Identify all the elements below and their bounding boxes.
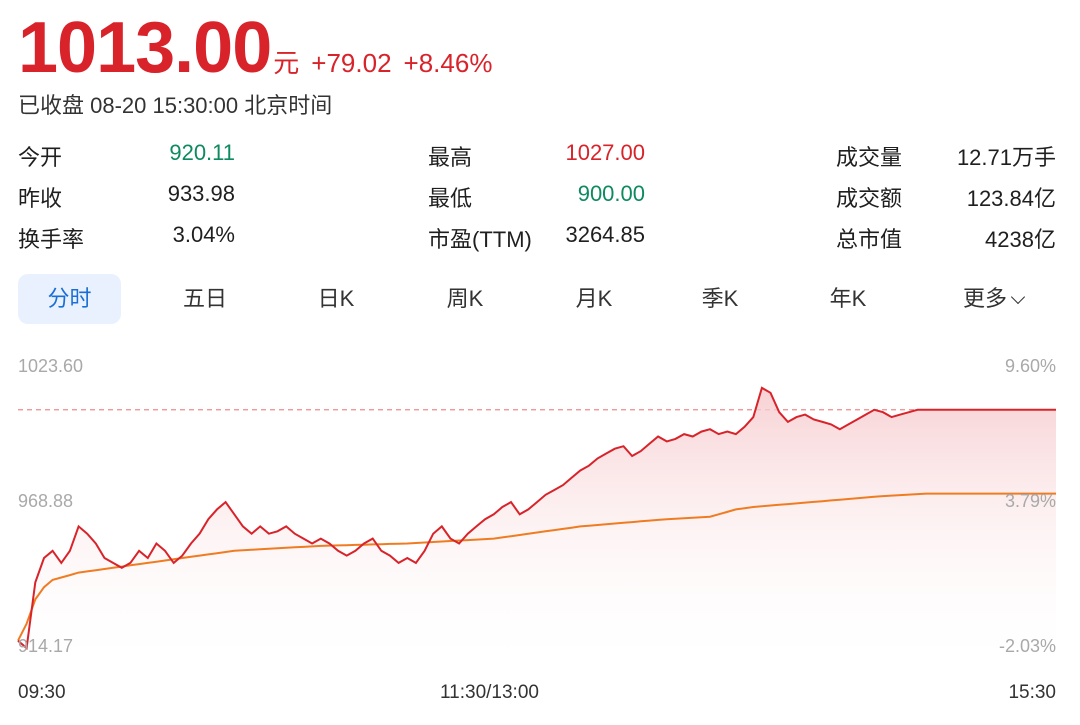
tab-weekly-k[interactable]: 周K: [446, 286, 484, 311]
y-axis-label-bottom: 914.17: [18, 636, 74, 656]
stats-row: 换手率 3.04% 市盈(TTM) 3264.85 总市值 4238亿: [0, 216, 1080, 257]
tab-monthly-k[interactable]: 月K: [575, 286, 613, 311]
stat-value: 900.00: [577, 181, 645, 206]
average-price-line: [17, 492, 1056, 642]
stat-label: 成交量: [836, 145, 903, 170]
y-axis-pct-mid: 3.79%: [1004, 491, 1056, 511]
chart-period-tabs: 分时 五日 日K 周K 月K 季K 年K 更多: [18, 274, 1062, 324]
price-line: [17, 386, 1056, 650]
market-status: 已收盘 08-20 15:30:00 北京时间: [18, 93, 333, 118]
tab-yearly-k[interactable]: 年K: [829, 286, 867, 311]
price-change: +79.02: [311, 48, 392, 78]
stats-row: 昨收 933.98 最低 900.00 成交额 123.84亿: [0, 175, 1080, 216]
stat-label: 总市值: [836, 227, 903, 252]
x-axis-label-open: 09:30: [18, 682, 66, 703]
intraday-chart[interactable]: [0, 330, 1080, 670]
stat-label: 今开: [18, 145, 63, 170]
stats-grid: 今开 920.11 最高 1027.00 成交量 12.71万手 昨收 933.…: [0, 134, 1080, 257]
stat-label: 成交额: [836, 186, 903, 211]
x-axis-label-close: 15:30: [1008, 682, 1056, 703]
y-axis-label-mid: 968.88: [18, 491, 74, 511]
price-header: 1013.00 元 +79.02 +8.46%: [18, 8, 492, 88]
current-price: 1013.00: [18, 8, 272, 88]
stat-label: 换手率: [18, 227, 85, 252]
tab-intraday[interactable]: 分时: [18, 274, 121, 324]
stat-value: 4238亿: [985, 227, 1056, 252]
chevron-down-icon: [1010, 289, 1026, 305]
stat-value: 933.98: [167, 181, 235, 206]
stat-value: 3264.85: [565, 222, 645, 247]
x-axis-label-midday: 11:30/13:00: [440, 682, 539, 703]
stat-label: 市盈(TTM): [428, 227, 532, 252]
price-change-percent: +8.46%: [403, 48, 493, 78]
stat-value: 12.71万手: [956, 145, 1056, 170]
stat-label: 最低: [428, 186, 473, 211]
tab-five-day[interactable]: 五日: [182, 286, 227, 311]
y-axis-pct-bottom: -2.03%: [998, 636, 1056, 656]
y-axis-label-top: 1023.60: [18, 356, 84, 376]
tab-daily-k[interactable]: 日K: [317, 286, 355, 311]
stat-label: 昨收: [18, 186, 63, 211]
stat-label: 最高: [428, 145, 473, 170]
y-axis-pct-top: 9.60%: [1004, 356, 1056, 376]
stat-value: 920.11: [169, 140, 235, 165]
price-unit: 元: [273, 48, 300, 78]
price-area-fill: [18, 387, 1056, 660]
tab-more-label: 更多: [962, 286, 1007, 311]
stat-value: 1027.00: [565, 140, 645, 165]
tab-quarterly-k[interactable]: 季K: [701, 286, 739, 311]
stats-row: 今开 920.11 最高 1027.00 成交量 12.71万手: [0, 134, 1080, 175]
tab-more[interactable]: 更多: [938, 274, 1048, 324]
stat-value: 123.84亿: [966, 186, 1056, 211]
stat-value: 3.04%: [172, 222, 235, 247]
